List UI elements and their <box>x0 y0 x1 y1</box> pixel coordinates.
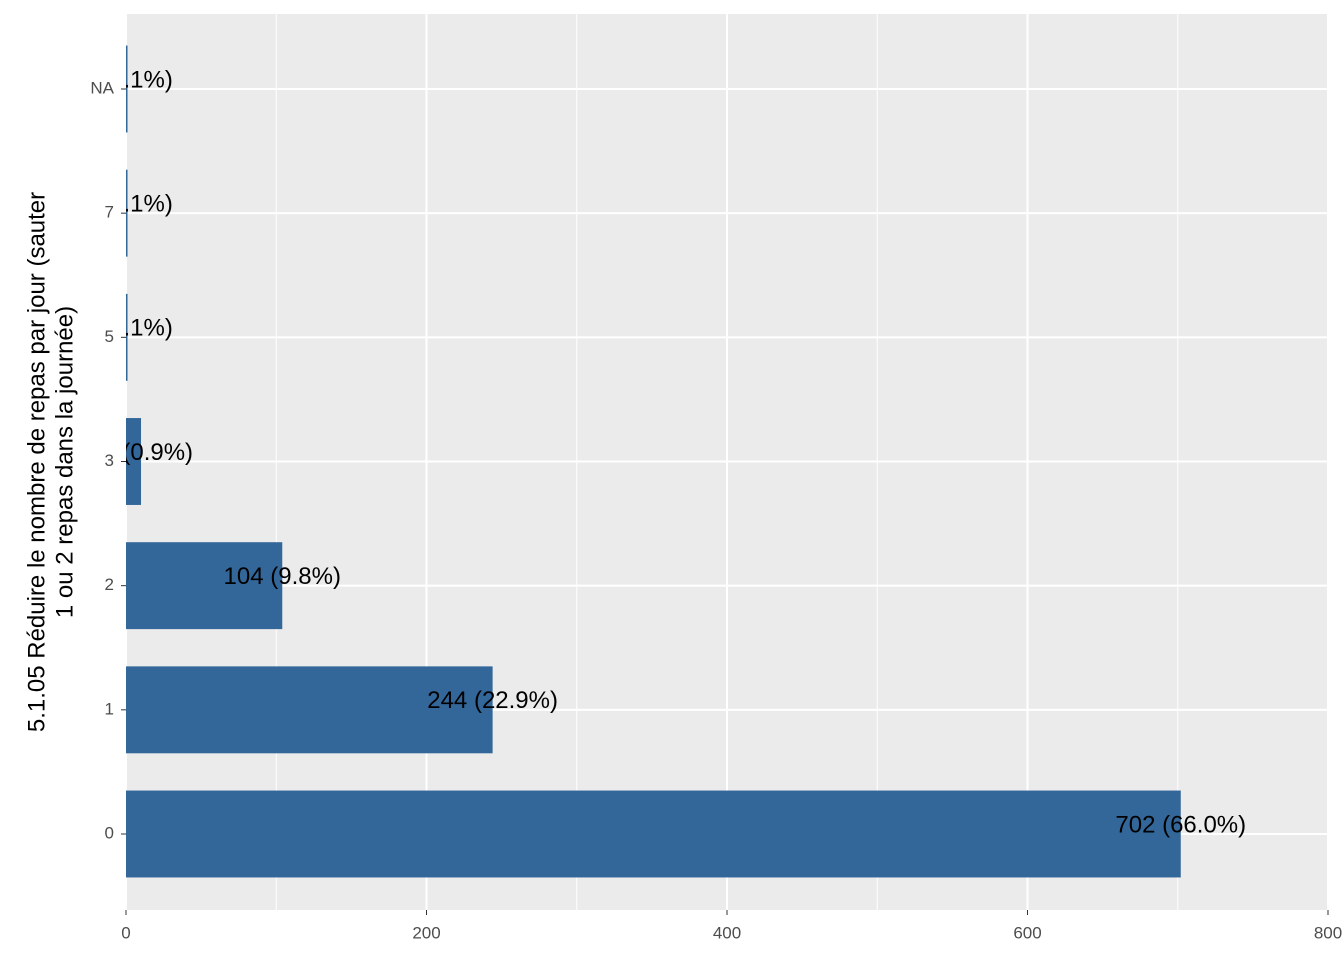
x-tick-label: 200 <box>412 923 440 942</box>
y-title-line: 1 ou 2 repas dans la journée) <box>51 306 78 618</box>
value-label: 10 (0.9%) <box>89 439 193 466</box>
bar <box>126 293 128 381</box>
y-tick-label: 5 <box>105 327 114 346</box>
value-label: 1 (0.1%) <box>82 66 173 93</box>
x-tick-label: 800 <box>1314 923 1342 942</box>
value-label: 1 (0.1%) <box>82 191 173 218</box>
value-label: 702 (66.0%) <box>1115 811 1246 838</box>
y-title-line: 5.1.05 Réduire le nombre de repas par jo… <box>23 192 50 732</box>
y-tick-label: 3 <box>105 451 114 470</box>
bar <box>126 666 493 754</box>
x-tick-label: 0 <box>121 923 130 942</box>
y-axis-title: 5.1.05 Réduire le nombre de repas par jo… <box>23 192 78 732</box>
bar <box>126 169 128 257</box>
bar <box>126 790 1181 878</box>
y-tick-label: NA <box>90 78 114 97</box>
x-tick-label: 400 <box>713 923 741 942</box>
y-tick-label: 0 <box>105 823 114 842</box>
y-tick-label: 7 <box>105 203 114 222</box>
x-tick-label: 600 <box>1013 923 1041 942</box>
value-label: 244 (22.9%) <box>427 687 558 714</box>
axes: 0 200 400 600 800 0 1 2 3 5 7 NA <box>90 78 1342 942</box>
y-tick-label: 2 <box>105 575 114 594</box>
bar <box>126 45 128 133</box>
marks: 702 (66.0%) 244 (22.9%) 104 (9.8%) 10 (0.9%… <box>82 45 1246 878</box>
bar <box>126 418 142 505</box>
bar <box>126 542 283 630</box>
y-tick-label: 1 <box>105 699 114 718</box>
value-label: 1 (0.1%) <box>82 315 173 342</box>
value-label: 104 (9.8%) <box>224 563 341 590</box>
